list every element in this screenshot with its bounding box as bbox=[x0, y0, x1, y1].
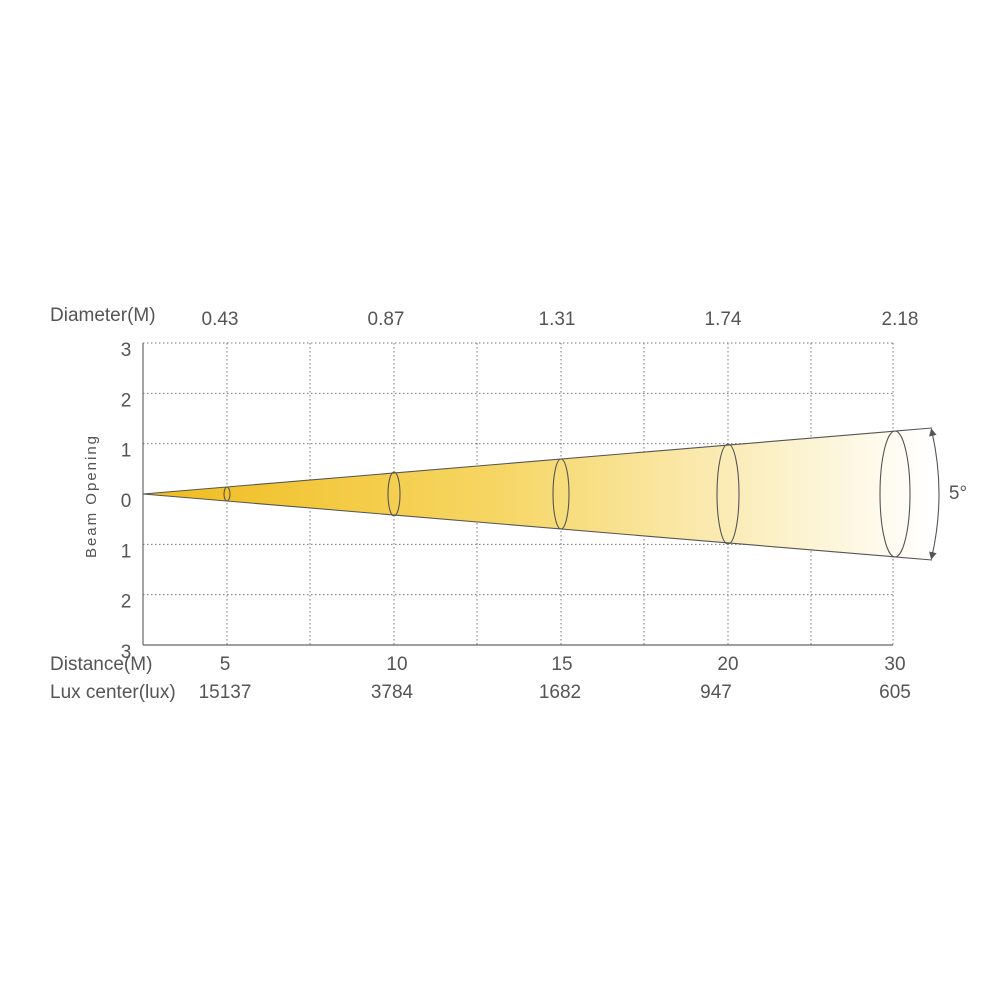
y-label: 1 bbox=[121, 541, 132, 562]
beam-section bbox=[387, 471, 401, 517]
beam-cone bbox=[143, 428, 932, 560]
beam-edge bbox=[142, 427, 933, 495]
y-label: 3 bbox=[121, 340, 132, 361]
beam-edge bbox=[142, 493, 933, 561]
y-label: 0 bbox=[121, 491, 132, 512]
beam-section bbox=[716, 443, 740, 545]
lux-label: Lux center(lux) bbox=[50, 682, 176, 703]
diameter-value: 0.43 bbox=[202, 309, 239, 330]
angle-label: 5° bbox=[949, 483, 967, 504]
distance-value: 15 bbox=[551, 654, 572, 675]
diameter-value: 2.18 bbox=[882, 309, 919, 330]
y-label: 1 bbox=[121, 441, 132, 462]
beam-section bbox=[552, 458, 570, 530]
y-label: 2 bbox=[121, 592, 132, 613]
distance-value: 30 bbox=[884, 654, 905, 675]
y-label: 3 bbox=[121, 642, 132, 663]
diameter-value: 0.87 bbox=[368, 309, 405, 330]
diameter-value: 1.74 bbox=[705, 309, 742, 330]
y-label: 2 bbox=[121, 390, 132, 411]
distance-value: 20 bbox=[717, 654, 738, 675]
distance-value: 10 bbox=[386, 654, 407, 675]
angle-arrow bbox=[929, 428, 940, 560]
lux-value: 3784 bbox=[371, 682, 414, 703]
y-axis-label: Beam Opening bbox=[83, 434, 100, 558]
diameter-label: Diameter(M) bbox=[50, 305, 156, 326]
lux-value: 1682 bbox=[539, 682, 581, 703]
lux-value: 605 bbox=[879, 682, 911, 703]
distance-label: Distance(M) bbox=[50, 654, 152, 675]
beam-section bbox=[879, 430, 911, 558]
beam-section bbox=[223, 486, 231, 502]
lux-value: 947 bbox=[700, 682, 732, 703]
diameter-value: 1.31 bbox=[539, 309, 576, 330]
lux-value: 15137 bbox=[199, 682, 252, 703]
distance-value: 5 bbox=[220, 654, 231, 675]
